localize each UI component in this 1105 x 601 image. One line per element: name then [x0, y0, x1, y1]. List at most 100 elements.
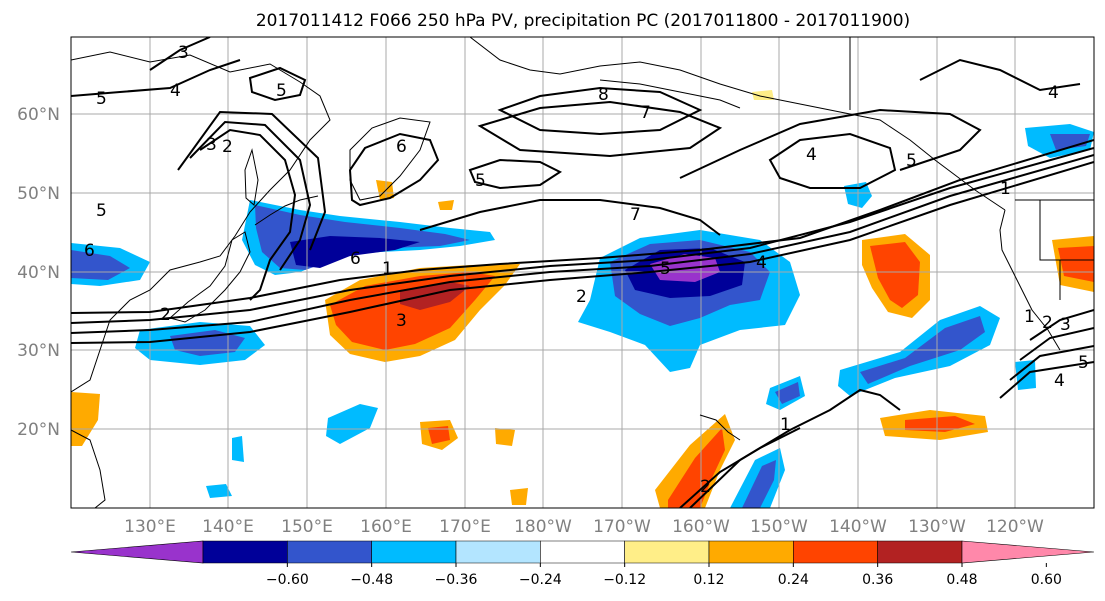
lat-label-60n: 60°N — [17, 105, 60, 125]
pv-contour-north-8 — [497, 86, 703, 136]
lon-label-150e: 150°E — [281, 517, 333, 537]
precip-neg-small-6 — [232, 436, 244, 462]
contour-label-17: 6 — [84, 241, 95, 261]
colorbar-tick-label: 0.12 — [693, 572, 724, 588]
colorbar: −0.60 −0.48 −0.36 −0.24 −0.12 0.12 0.24 0.36 0.4… — [70, 540, 1095, 588]
coast-philippines — [71, 429, 106, 508]
colorbar-tick-label: −0.24 — [519, 572, 562, 588]
precip-neg-small-4 — [775, 382, 800, 404]
lon-label-160e: 160°E — [360, 517, 412, 537]
coast-alaska — [469, 37, 1006, 211]
contour-label-15: 1 — [382, 259, 393, 279]
contour-label-10: 3 — [206, 135, 217, 155]
lon-label-160w: 160°W — [672, 517, 730, 537]
colorbar-segment — [287, 540, 372, 564]
lat-label-30n: 30°N — [17, 341, 60, 361]
precip-pos-small-5 — [71, 392, 100, 446]
colorbar-tick-label: −0.48 — [350, 572, 393, 588]
contour-label-7: 7 — [640, 103, 651, 123]
colorbar-segment — [877, 540, 963, 564]
figure-title: 2017011412 F066 250 hPa PV, precipitatio… — [256, 11, 910, 31]
colorbar-segment — [708, 540, 794, 564]
colorbar-tick-label: −0.36 — [435, 572, 478, 588]
contour-label-20: 5 — [660, 259, 671, 279]
contour-label-31: 5 — [906, 151, 917, 171]
lon-label-180w: 180°W — [514, 517, 572, 537]
contour-label-9: 2 — [222, 137, 233, 157]
lon-label-130e: 130°E — [124, 517, 176, 537]
pv-contour-se-2 — [679, 427, 801, 508]
pv-contour-central-7 — [419, 199, 721, 236]
contour-label-18: 1 — [1000, 179, 1011, 199]
precip-pos-small-4 — [438, 200, 454, 210]
map-gridlines — [71, 37, 1094, 508]
contour-label-2: 4 — [170, 81, 181, 101]
border-states — [1039, 200, 1094, 300]
lat-label-40n: 40°N — [17, 263, 60, 283]
contour-label-4: 5 — [276, 81, 287, 101]
contour-label-11: 5 — [96, 201, 107, 221]
contour-label-16: 2 — [576, 287, 587, 307]
pv-contour-ne-4 — [679, 108, 982, 179]
colorbar-segment — [624, 540, 710, 564]
contour-label-5: 6 — [396, 137, 407, 157]
lon-label-140e: 140°E — [202, 517, 254, 537]
pv-contour-low-4 — [768, 132, 897, 189]
precip-pos-small-2 — [495, 428, 515, 446]
latitude-labels: 60°N 50°N 40°N 30°N 20°N — [17, 105, 60, 440]
coast-kamchatka — [349, 117, 431, 201]
contour-label-26: 2 — [1042, 313, 1053, 333]
pv-contour-north-3 — [149, 37, 211, 71]
contour-label-14: 7 — [630, 205, 641, 225]
lon-label-120w: 120°W — [986, 517, 1044, 537]
pv-contour-northwest-5 — [71, 59, 241, 97]
colorbar-segments — [70, 540, 1095, 564]
coast-hawaii — [699, 414, 741, 441]
precip-pos-small-6 — [510, 488, 528, 505]
pv-contour-jet-4 — [71, 139, 1094, 314]
map-area: 3 4 5 5 6 8 7 4 2 3 5 6 5 7 1 2 6 1 2 5 … — [71, 37, 1094, 508]
colorbar-segment — [793, 540, 878, 564]
pv-contour-ne-arc — [919, 58, 1081, 92]
contour-label-24: 1 — [1024, 307, 1035, 327]
pv-contour-se-low — [999, 309, 1094, 399]
lat-label-50n: 50°N — [17, 184, 60, 204]
pv-contour-jet-2 — [71, 154, 1094, 334]
contour-label-22: 3 — [396, 311, 407, 331]
colorbar-tick-labels: −0.60 −0.48 −0.36 −0.24 −0.12 0.12 0.24 0.36 0.4… — [266, 563, 1062, 588]
colorbar-segment — [540, 540, 625, 564]
pv-contour-jet-1 — [71, 161, 1094, 344]
lat-label-20n: 20°N — [17, 420, 60, 440]
precip-neg-small-5 — [326, 404, 378, 444]
contour-label-1: 3 — [178, 43, 189, 63]
coastlines — [71, 37, 1094, 508]
colorbar-tick-label: −0.12 — [603, 572, 646, 588]
contour-label-28: 5 — [1078, 353, 1089, 373]
contour-label-13: 5 — [475, 171, 486, 191]
colorbar-tick-label: 0.60 — [1031, 572, 1062, 588]
precip-pos-east-sub-core — [905, 416, 975, 432]
contour-label-8: 4 — [806, 145, 817, 165]
precip-pos-hawaii-west-core — [668, 428, 725, 508]
pv-contour-kamchatka-6 — [348, 132, 440, 207]
coast-aleutian — [599, 79, 741, 109]
pv-contour-jet-3 — [71, 147, 1094, 324]
colorbar-segment — [455, 540, 541, 564]
precip-neg-hawaii-east-core — [742, 460, 776, 508]
lon-label-130w: 130°W — [908, 517, 966, 537]
lon-label-170e: 170°E — [439, 517, 491, 537]
colorbar-tick-label: 0.36 — [862, 572, 893, 588]
precip-pos-coast-core — [1058, 246, 1094, 282]
coast-kuril — [254, 195, 319, 226]
colorbar-segment — [371, 540, 457, 564]
colorbar-tick-label: 0.48 — [946, 572, 977, 588]
lon-label-170w: 170°W — [593, 517, 651, 537]
contour-label-19: 2 — [160, 305, 171, 325]
precip-neg-east-blob-core — [1050, 134, 1090, 150]
pv-contour-low-5 — [248, 66, 307, 102]
pv-contour-trough-nw-3 — [177, 110, 327, 251]
contour-labels: 3 4 5 5 6 8 7 4 2 3 5 6 5 7 1 2 6 1 2 5 … — [84, 43, 1089, 497]
colorbar-tick-label: 0.24 — [778, 572, 809, 588]
lon-label-150w: 150°W — [750, 517, 808, 537]
